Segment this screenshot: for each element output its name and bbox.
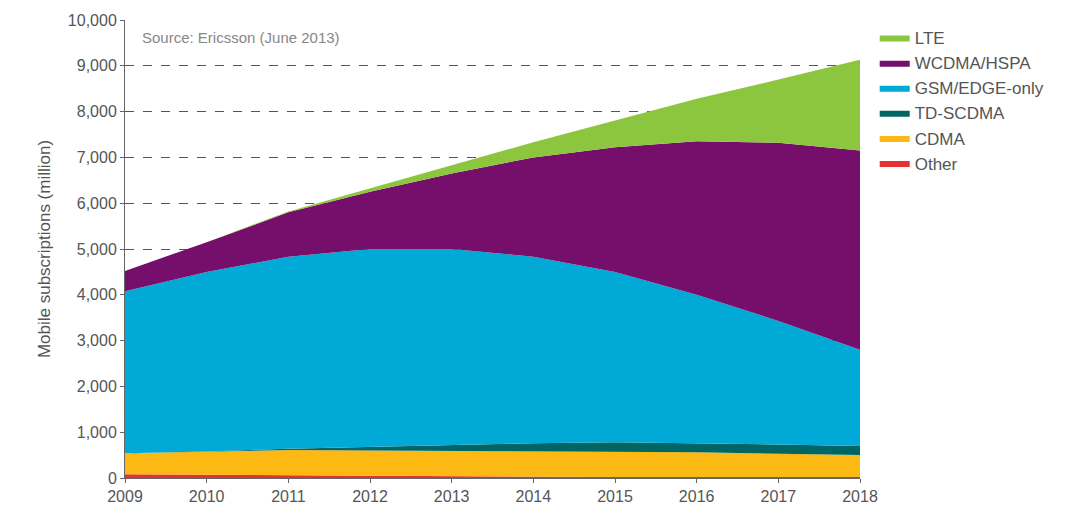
svg-text:3,000: 3,000 — [77, 332, 117, 349]
svg-text:2015: 2015 — [597, 488, 633, 505]
svg-text:TD-SCDMA: TD-SCDMA — [915, 104, 1005, 123]
svg-text:1,000: 1,000 — [77, 424, 117, 441]
svg-text:9,000: 9,000 — [77, 57, 117, 74]
svg-text:2016: 2016 — [679, 488, 715, 505]
svg-text:WCDMA/HSPA: WCDMA/HSPA — [915, 54, 1032, 73]
svg-text:7,000: 7,000 — [77, 149, 117, 166]
svg-text:2,000: 2,000 — [77, 378, 117, 395]
svg-text:5,000: 5,000 — [77, 241, 117, 258]
svg-text:2018: 2018 — [842, 488, 878, 505]
svg-text:10,000: 10,000 — [68, 12, 117, 29]
svg-text:4,000: 4,000 — [77, 286, 117, 303]
svg-text:8,000: 8,000 — [77, 103, 117, 120]
svg-text:Other: Other — [915, 155, 958, 174]
svg-text:2014: 2014 — [516, 488, 552, 505]
svg-text:2017: 2017 — [761, 488, 797, 505]
svg-text:6,000: 6,000 — [77, 195, 117, 212]
svg-text:GSM/EDGE-only: GSM/EDGE-only — [915, 79, 1044, 98]
svg-text:Mobile subscriptions (million): Mobile subscriptions (million) — [35, 140, 54, 358]
svg-text:2013: 2013 — [434, 488, 470, 505]
svg-text:0: 0 — [108, 470, 117, 487]
svg-text:2012: 2012 — [352, 488, 388, 505]
svg-text:2011: 2011 — [271, 488, 306, 505]
svg-text:2009: 2009 — [107, 488, 143, 505]
svg-text:2010: 2010 — [189, 488, 225, 505]
svg-text:CDMA: CDMA — [915, 130, 966, 149]
svg-text:LTE: LTE — [915, 29, 945, 48]
svg-text:Source: Ericsson (June 2013): Source: Ericsson (June 2013) — [142, 29, 340, 46]
